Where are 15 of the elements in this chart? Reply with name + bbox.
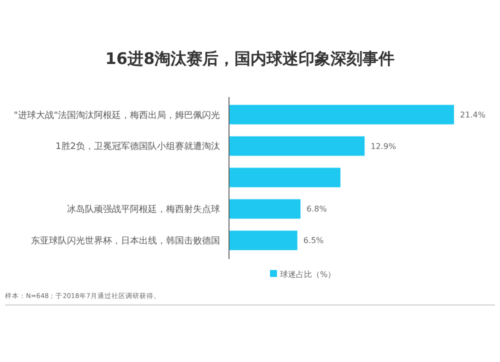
bar	[229, 136, 365, 156]
bar	[229, 104, 454, 124]
legend-label: 球迷占比（%）	[280, 270, 336, 279]
y-tick-label: 1胜2负，卫冕冠军德国队小组赛就遭淘汰	[56, 141, 220, 152]
data-label: 6.5%	[303, 236, 324, 246]
chart-title: 16进8淘汰赛后，国内球迷印象深刻事件	[105, 49, 395, 68]
bar	[229, 230, 298, 250]
bar	[229, 168, 340, 188]
y-tick-label: 冰岛队顽强战平阿根廷，梅西射失点球	[67, 204, 220, 216]
y-tick-label: 东亚球队闪光世界杯，日本出线，韩国击败德国	[31, 236, 220, 247]
bar	[229, 199, 300, 219]
data-label: 21.4%	[460, 110, 486, 120]
data-label: 12.9%	[370, 142, 396, 151]
data-label: 6.8%	[306, 204, 328, 214]
y-tick-label: "进球大战"法国淘汰阿根廷，梅西出局，姆巴佩闪光	[14, 110, 220, 121]
